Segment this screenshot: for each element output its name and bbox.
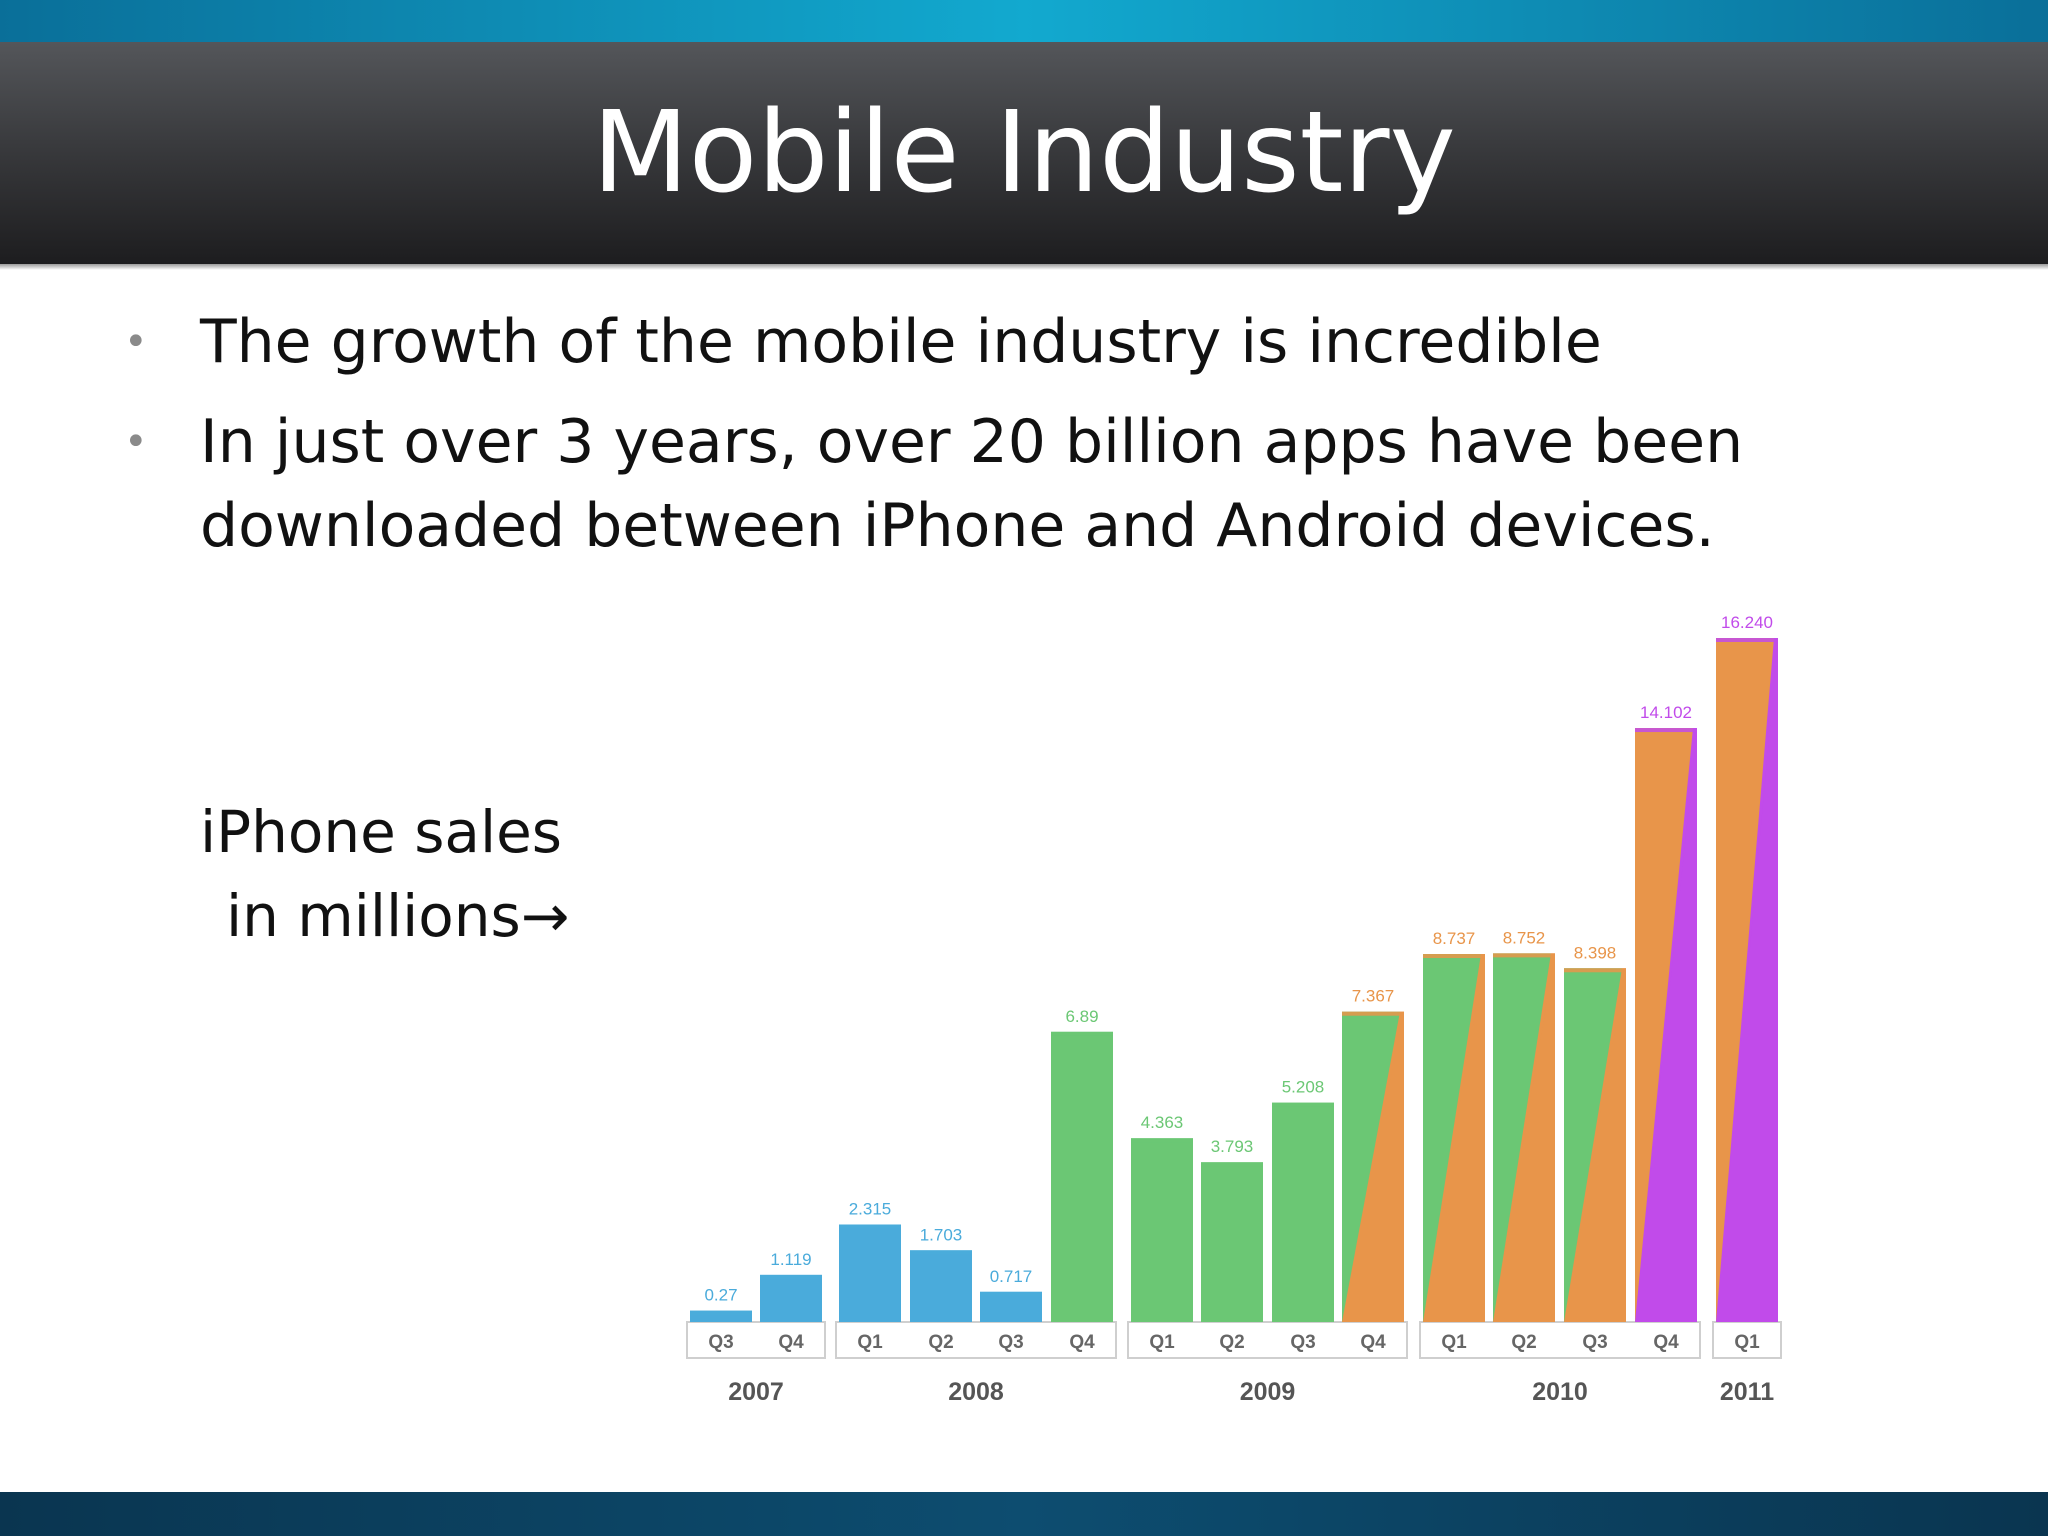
year-label: 2009 — [1240, 1378, 1296, 1406]
bar-value-label: 7.367 — [1352, 987, 1395, 1006]
year-group-box — [835, 1321, 1117, 1359]
bar-top-cap — [760, 1274, 822, 1279]
bar-value-label: 3.793 — [1211, 1137, 1254, 1156]
quarter-tick-label: Q4 — [1653, 1332, 1679, 1353]
bar-value-label: 14.102 — [1640, 703, 1692, 722]
bar-value-label: 16.240 — [1721, 613, 1773, 632]
bar-value-label: 4.363 — [1141, 1113, 1184, 1132]
bar-value-label: 6.89 — [1065, 1007, 1098, 1026]
bar — [1272, 1102, 1334, 1322]
year-group-box — [686, 1321, 826, 1359]
bar-top-cap — [1051, 1031, 1113, 1036]
bar-top-cap — [1716, 638, 1778, 642]
quarter-tick-label: Q4 — [778, 1332, 804, 1353]
slide-title: Mobile Industry — [592, 88, 1456, 218]
quarter-tick-label: Q3 — [1582, 1332, 1607, 1353]
quarter-tick-label: Q2 — [928, 1332, 953, 1353]
bar-top-cap — [1131, 1138, 1193, 1143]
bar-value-label: 1.119 — [770, 1250, 811, 1269]
bar-top-cap — [1342, 1011, 1404, 1016]
year-label: 2007 — [728, 1378, 784, 1406]
bar-value-label: 1.703 — [920, 1225, 963, 1244]
quarter-tick-label: Q1 — [1441, 1332, 1467, 1353]
bullet-item: • The growth of the mobile industry is i… — [120, 300, 1820, 384]
bar-top-cap — [910, 1250, 972, 1255]
bullet-text: In just over 3 years, over 20 billion ap… — [200, 407, 1744, 561]
bullet-icon: • — [124, 419, 148, 465]
bar-value-label: 8.752 — [1503, 928, 1546, 947]
bar-top-cap — [1201, 1162, 1263, 1167]
bullet-item: • In just over 3 years, over 20 billion … — [120, 400, 1820, 568]
quarter-tick-label: Q1 — [857, 1332, 883, 1353]
bar-top-cap — [839, 1224, 901, 1229]
year-group-box — [1127, 1321, 1408, 1359]
bar-value-label: 2.315 — [849, 1199, 892, 1218]
top-accent-band — [0, 0, 2048, 42]
bar — [690, 1310, 752, 1322]
quarter-tick-label: Q3 — [708, 1332, 733, 1353]
side-label-line2-wrap: in millions→ — [200, 874, 569, 958]
year-label: 2010 — [1532, 1378, 1588, 1406]
bullet-icon: • — [124, 319, 148, 365]
quarter-tick-label: Q4 — [1069, 1332, 1095, 1353]
title-bar — [0, 42, 2048, 264]
bar — [1201, 1162, 1263, 1322]
year-group-box — [1419, 1321, 1701, 1359]
bullet-list: • The growth of the mobile industry is i… — [120, 300, 1820, 584]
quarter-tick-label: Q3 — [998, 1332, 1023, 1353]
quarter-tick-label: Q1 — [1734, 1332, 1760, 1353]
quarter-tick-label: Q1 — [1149, 1332, 1175, 1353]
bar — [910, 1250, 972, 1322]
bar — [1131, 1138, 1193, 1322]
bar — [839, 1224, 901, 1322]
bar-split-segment — [1716, 638, 1774, 1322]
quarter-tick-label: Q2 — [1511, 1332, 1536, 1353]
bar-diagonal-edge — [1342, 1011, 1404, 1322]
bar-split-segment — [1342, 1011, 1400, 1322]
bar-top-cap — [1493, 953, 1555, 958]
chart-side-label: iPhone sales in millions→ — [200, 790, 569, 958]
bar-value-label: 8.737 — [1433, 929, 1476, 948]
bar — [980, 1291, 1042, 1322]
bar-top-cap — [1423, 954, 1485, 959]
bar-top-cap — [1635, 728, 1697, 733]
side-label-line2: in millions — [226, 882, 521, 950]
quarter-tick-label: Q3 — [1290, 1332, 1315, 1353]
iphone-sales-bar-chart: 2007 2008 2009 2010 2011 0.27 Q3 1.119 Q4 2.315 Q1… — [686, 613, 1782, 1406]
quarter-tick-label: Q4 — [1360, 1332, 1386, 1353]
arrow-right-icon: → — [520, 882, 570, 950]
bar-value-label: 0.717 — [990, 1267, 1033, 1286]
title-bar-shadow — [0, 264, 2048, 270]
bar-value-label: 0.27 — [704, 1286, 737, 1305]
bar — [1051, 1031, 1113, 1322]
bar — [760, 1274, 822, 1322]
year-label: 2011 — [1720, 1378, 1774, 1406]
bar-top-cap — [1272, 1102, 1334, 1107]
year-label: 2008 — [948, 1378, 1004, 1406]
side-label-line1: iPhone sales — [200, 798, 562, 866]
bar-diagonal-edge — [1716, 638, 1778, 1322]
bar-value-label: 5.208 — [1282, 1078, 1325, 1097]
bar-top-cap — [690, 1310, 752, 1315]
bar-top-cap — [980, 1291, 1042, 1296]
bottom-accent-band — [0, 1492, 2048, 1536]
quarter-tick-label: Q2 — [1219, 1332, 1244, 1353]
bar-value-label: 8.398 — [1574, 943, 1617, 962]
bar-top-cap — [1564, 968, 1626, 973]
bullet-text: The growth of the mobile industry is inc… — [200, 307, 1602, 377]
